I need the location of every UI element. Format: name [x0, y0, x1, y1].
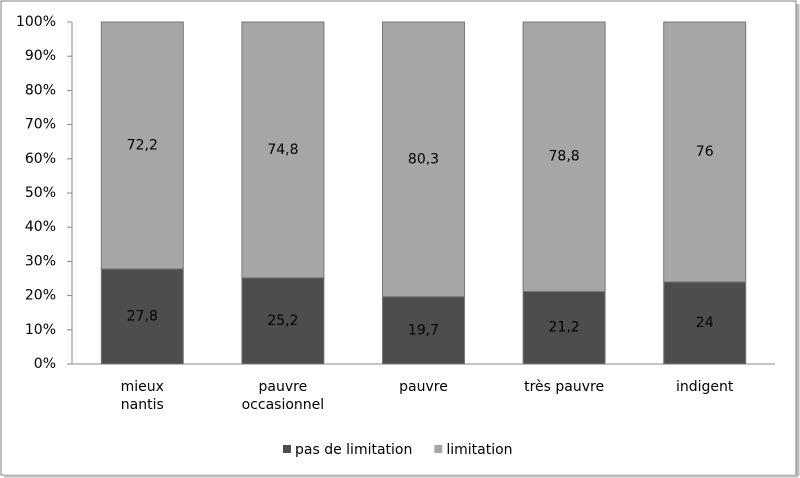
data-label: 74,8	[267, 142, 298, 158]
bar-segment	[382, 296, 465, 365]
x-tick-label: mieux nantis	[120, 379, 164, 413]
y-tick-label: 80%	[25, 82, 56, 98]
data-label: 27,8	[127, 308, 158, 324]
bar-segment	[382, 21, 465, 298]
legend-swatch	[283, 445, 291, 453]
y-tick-label: 100%	[16, 14, 56, 30]
y-tick-label: 60%	[25, 151, 56, 167]
data-label: 19,7	[408, 322, 439, 338]
legend-label: pas de limitation	[295, 442, 412, 458]
data-label: 24	[696, 315, 714, 331]
y-tick-label: 10%	[25, 322, 56, 338]
data-label: 78,8	[549, 149, 580, 165]
x-tick-label: pauvre occasionnel	[241, 379, 325, 413]
y-tick-label: 50%	[25, 185, 56, 201]
x-tick-label-box: pauvre occasionnel	[241, 379, 325, 413]
legend-label: limitation	[446, 442, 512, 458]
y-tick-label: 30%	[25, 253, 56, 269]
bar-segment	[663, 21, 747, 283]
bar-segment	[100, 21, 184, 270]
bar-segment	[241, 277, 325, 365]
legend-swatch	[434, 445, 443, 453]
x-tick-label-box: très pauvre	[524, 379, 605, 395]
bar-segment	[100, 268, 184, 365]
bar-segment	[522, 290, 606, 365]
bar-segment	[241, 21, 325, 279]
x-tick-label-box: mieux nantis	[120, 379, 164, 413]
x-tick-label-box: indigent	[675, 379, 734, 395]
data-label: 72,2	[127, 137, 158, 153]
data-label: 80,3	[408, 151, 439, 167]
x-tick-label-box: pauvre	[399, 379, 448, 395]
x-tick-label: pauvre	[399, 379, 448, 395]
y-tick-label: 90%	[25, 48, 56, 64]
y-tick-label: 70%	[25, 117, 56, 133]
bar-segment	[663, 281, 747, 365]
data-label: 76	[696, 144, 714, 160]
bar-segment	[522, 21, 606, 292]
y-tick-label: 40%	[25, 219, 56, 235]
y-tick-label: 0%	[34, 356, 56, 372]
data-label: 25,2	[267, 313, 298, 329]
data-label: 21,2	[549, 320, 580, 336]
y-tick-label: 20%	[25, 288, 56, 304]
x-tick-label: indigent	[675, 379, 734, 395]
x-tick-label: très pauvre	[524, 379, 605, 395]
